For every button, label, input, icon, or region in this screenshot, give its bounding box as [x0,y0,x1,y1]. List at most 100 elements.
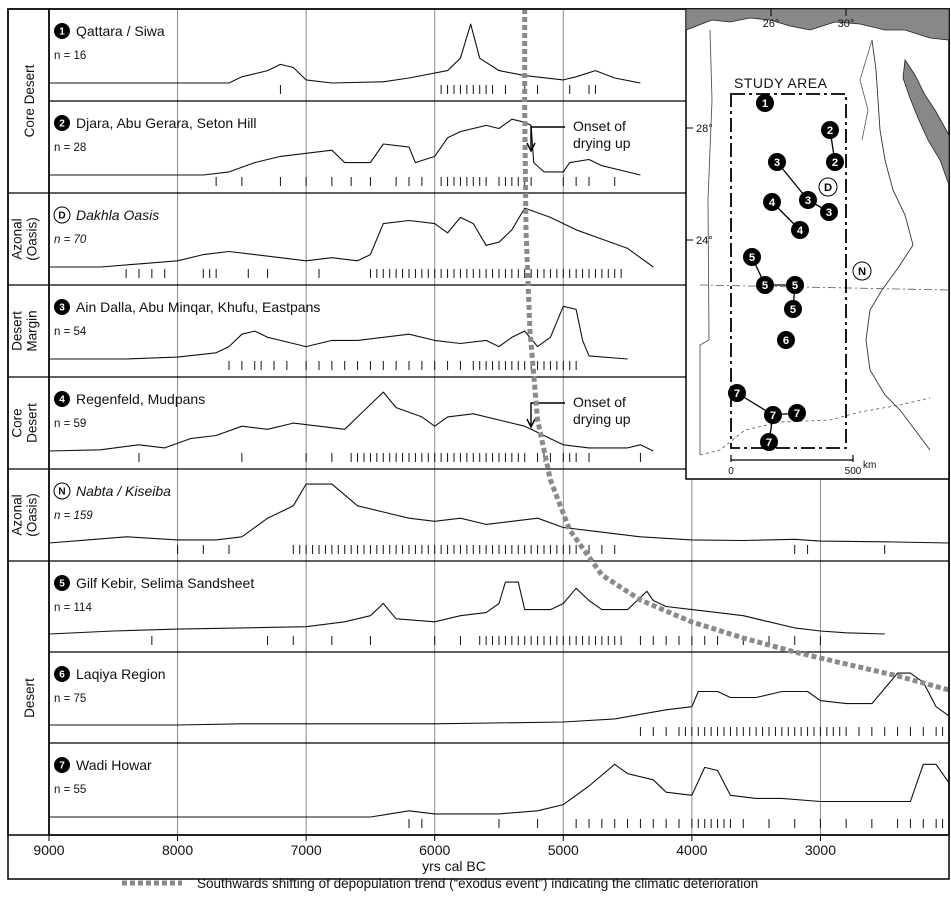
map-site-marker-label: 5 [790,304,796,316]
panel-5 [48,391,654,462]
x-tick-label: 5000 [548,842,579,858]
map-site-marker-label: 7 [770,410,776,422]
map-site-marker-label: 2 [827,125,833,137]
exodus-trend-line [522,9,950,693]
site-marker-D-disc [53,206,71,224]
map-site-marker-disc [760,433,778,451]
x-tick-label: 3000 [805,842,836,858]
sample-count: n = 16 [54,50,86,62]
drying-arrow-line [530,402,565,425]
site-marker-4-disc [54,391,70,407]
map-site-marker-disc [768,153,786,171]
drying-arrow-line [530,126,565,149]
map-site-marker-disc [784,300,802,318]
x-tick-label: 7000 [291,842,322,858]
map-site-marker-label: 4 [797,225,804,237]
map-site-marker-disc [743,248,761,266]
lat-label: 28° [696,123,713,135]
map-site-marker: 5 [784,300,802,318]
group-label: Core [10,408,25,437]
group-label: Desert [25,403,40,443]
density-curve [48,581,885,635]
map-site-marker-label: 7 [794,408,800,420]
density-curve [49,207,654,268]
map-site-marker-label: 3 [826,207,832,219]
site-marker-5-disc [54,575,70,591]
sample-count: n = 28 [54,142,86,154]
site-marker-7: 7 [54,757,70,773]
group-label: (Oasis) [25,217,40,261]
x-axis: 9000 8000 7000 6000 5000 4000 3000 yrs cal BC [33,834,949,874]
map-site-marker-disc [826,153,844,171]
map-site-marker-disc [728,384,746,402]
map-site-marker-label: 3 [805,195,811,207]
site-marker-N-disc [53,482,71,500]
inset-map-frame [685,8,950,480]
map-site-marker-disc [777,331,795,349]
sample-count: n = 54 [54,326,87,338]
panel-title: Laqiya Region [76,666,166,682]
legend: Southwards shifting of depopulation tren… [122,876,758,891]
group-label: Azonal [10,218,25,259]
map-site-marker-disc [791,221,809,239]
x-tick-label: 9000 [33,842,64,858]
map-site-marker-disc [756,94,774,112]
study-area-title: STUDY AREA [734,75,828,91]
map-site-marker: 7 [764,406,782,424]
border-line [699,397,931,456]
site-marker-6-disc [54,666,70,682]
panel-title: Qattara / Siwa [76,23,165,39]
map-site-marker: 3 [768,153,786,171]
map-site-marker-label: 4 [769,197,776,209]
panel-2 [49,118,641,186]
map-site-marker: 5 [743,248,761,266]
map-site-marker: 5 [756,276,774,294]
x-tick-label: 6000 [419,842,450,858]
group-label: Desert [22,678,37,718]
density-curve [48,391,654,452]
panel-7 [48,581,885,645]
site-marker-D: D [53,206,71,224]
sea-shape [685,8,950,41]
sample-count: n = 55 [54,784,86,796]
site-marker-3: 3 [54,299,70,315]
map-site-marker-disc [788,404,806,422]
site-marker-7-disc [54,757,70,773]
site-marker-3-label: 3 [59,302,65,313]
site-marker-4: 4 [54,391,70,407]
onset-of-drying-label: drying up [573,135,631,151]
red-sea-shape [902,58,950,186]
x-tick-label: 8000 [162,842,193,858]
sample-count: n = 59 [54,418,86,430]
border-line [699,284,950,291]
river-branch [859,39,873,141]
map-site-marker-disc [852,261,872,281]
map-site-marker-disc [786,276,804,294]
river-line [865,39,931,451]
drying-arrow-head [526,142,536,153]
sample-count: n = 159 [54,510,93,522]
map-site-marker-disc [764,406,782,424]
panel-6 [48,483,950,554]
map-site-marker: 4 [791,221,809,239]
drying-arrow-head [526,418,536,429]
map-site-marker-disc [763,193,781,211]
site-marker-2-label: 2 [59,118,65,129]
lon-label: 26° [763,18,780,30]
site-marker-7-label: 7 [59,760,65,771]
map-site-marker-label: 7 [766,437,772,449]
panel-1 [49,23,641,94]
map-site-marker: 2 [826,153,844,171]
scale-end-label: 500 [845,466,862,477]
site-marker-3-disc [54,299,70,315]
sample-count: n = 70 [54,234,87,246]
scale-unit-label: km [863,460,876,471]
x-axis-title: yrs cal BC [422,858,486,874]
density-curve [49,672,950,726]
sample-count: n = 114 [54,602,92,614]
panel-title: Regenfeld, Mudpans [76,391,205,407]
site-marker-1-disc [54,23,70,39]
site-marker-5-label: 5 [59,578,65,589]
